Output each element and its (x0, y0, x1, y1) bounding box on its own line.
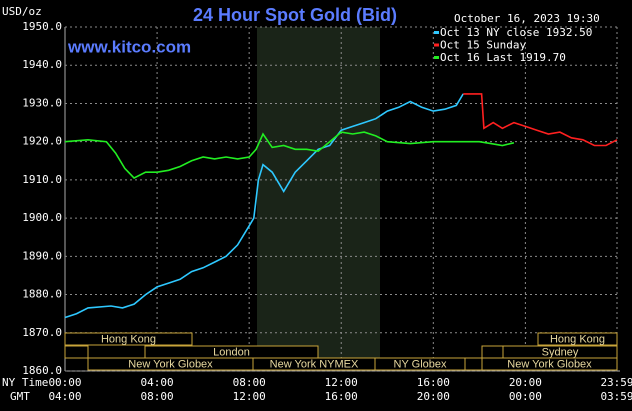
legend-swatch (434, 31, 439, 34)
session-label: Hong Kong (550, 333, 605, 345)
series-line (463, 93, 618, 147)
x2-tick-label: 20:00 (417, 390, 450, 403)
x2-tick-label: 03:59 (600, 390, 632, 403)
x-tick-label: 00:00 (48, 376, 81, 389)
y-tick-label: 1890.0 (22, 249, 62, 262)
ny-time-label: NY Time (2, 376, 48, 389)
y-tick-label: 1870.0 (22, 326, 62, 339)
session-label: Hong Kong (101, 333, 156, 345)
session-label: NY Globex (394, 358, 447, 370)
site-label: www.kitco.com (67, 37, 191, 56)
x-tick-label: 23:59 (600, 376, 632, 389)
session-box (481, 345, 504, 359)
unit-label: USD/oz (2, 5, 42, 18)
legend-entry: Oct 16 Last 1919.70 (440, 51, 566, 64)
series-line (64, 131, 515, 179)
gmt-label: GMT (10, 390, 30, 403)
session-box (64, 332, 193, 346)
x-tick-label: 16:00 (417, 376, 450, 389)
session-label: Sydney (542, 346, 579, 358)
legend-entry: Oct 13 NY close 1932.50 (440, 26, 592, 39)
legend-swatch (434, 43, 439, 47)
session-box (374, 357, 466, 371)
timestamp: October 16, 2023 19:30 (454, 12, 600, 25)
y-tick-label: 1940.0 (22, 58, 62, 71)
session-box (537, 332, 618, 346)
x-tick-label: 04:00 (141, 376, 174, 389)
session-label: New York Globex (128, 358, 213, 370)
x2-tick-label: 04:00 (48, 390, 81, 403)
session-box (464, 357, 483, 371)
x-tick-label: 12:00 (325, 376, 358, 389)
x2-tick-label: 12:00 (233, 390, 266, 403)
y-tick-label: 1880.0 (22, 288, 62, 301)
legend-swatch (434, 56, 439, 59)
x-tick-label: 20:00 (509, 376, 542, 389)
x2-tick-label: 00:00 (509, 390, 542, 403)
chart-title: 24 Hour Spot Gold (Bid) (193, 5, 397, 25)
y-tick-label: 1920.0 (22, 135, 62, 148)
legend-entry: Oct 15 Sunday (440, 39, 526, 52)
nymex-shade (257, 27, 380, 371)
y-tick-label: 1900.0 (22, 211, 62, 224)
series-line (64, 93, 464, 319)
session-label: London (213, 346, 250, 358)
y-tick-label: 1860.0 (22, 364, 62, 377)
x-tick-label: 08:00 (233, 376, 266, 389)
session-label: New York NYMEX (270, 358, 359, 370)
session-label: New York Globex (507, 358, 592, 370)
x2-tick-label: 08:00 (141, 390, 174, 403)
x2-tick-label: 16:00 (325, 390, 358, 403)
y-tick-label: 1950.0 (22, 20, 62, 33)
y-tick-label: 1910.0 (22, 173, 62, 186)
session-box (64, 345, 89, 359)
session-box (481, 357, 618, 371)
y-tick-label: 1930.0 (22, 96, 62, 109)
